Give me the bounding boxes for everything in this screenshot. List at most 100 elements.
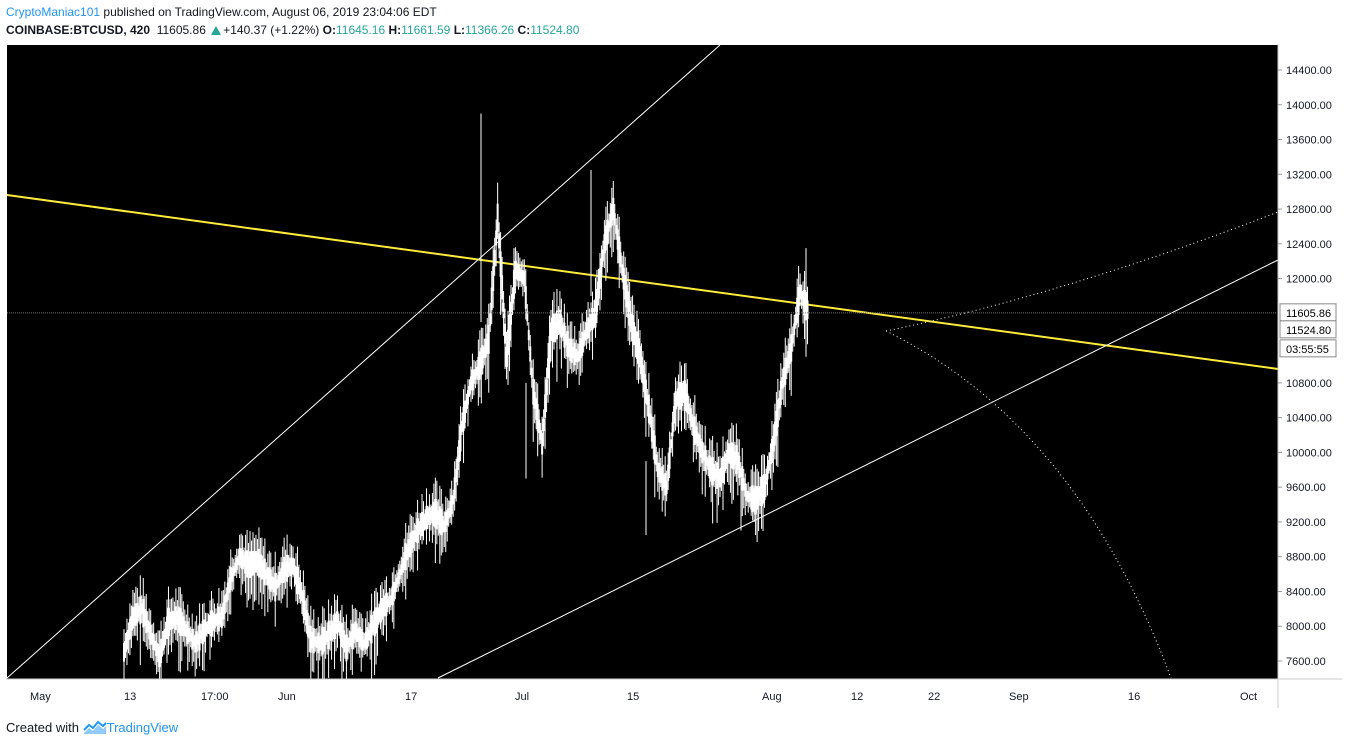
candle-body — [297, 577, 300, 595]
candle-body — [186, 621, 189, 645]
candle-body — [146, 620, 149, 633]
candle-body — [530, 367, 533, 378]
candle-body — [294, 566, 297, 585]
candle-body — [225, 593, 228, 603]
candle-body — [552, 313, 555, 343]
price-tick-label: 8000.00 — [1286, 621, 1326, 633]
candle-body — [449, 500, 452, 518]
price-tick-label: 8400.00 — [1286, 586, 1326, 598]
ascending-support-line[interactable] — [437, 259, 1279, 679]
candle-body — [800, 291, 803, 300]
candle-body — [366, 627, 369, 649]
chart-area[interactable]: 14400.00 14000.00 13600.00 13200.00 12800.00… — [6, 44, 1342, 708]
candle-body — [647, 394, 650, 424]
candle-body — [336, 611, 339, 633]
candle-body — [416, 518, 419, 543]
candle-body — [271, 576, 274, 590]
candle-body — [157, 643, 160, 663]
candle-body — [762, 475, 765, 504]
steep-trendline[interactable] — [6, 44, 721, 679]
candle-body — [641, 364, 644, 384]
candle-body — [638, 346, 641, 368]
price-tick-label: 13600.00 — [1286, 135, 1332, 147]
candle-body — [653, 435, 656, 464]
candle-body — [590, 314, 593, 330]
projection-lower-curve[interactable] — [885, 330, 1172, 679]
candle-body — [572, 346, 575, 359]
candle-body — [797, 287, 800, 316]
candle-body — [197, 633, 200, 645]
candle-body — [538, 419, 541, 434]
candle-body — [662, 474, 665, 489]
author-link[interactable]: CryptoManiac101 — [6, 5, 101, 19]
candle-body — [274, 572, 277, 602]
candle-body — [418, 522, 421, 535]
candle-body — [595, 288, 598, 315]
candle-body — [286, 554, 289, 582]
candle-body — [671, 422, 674, 437]
descending-trendline[interactable] — [6, 194, 1279, 370]
candle-body — [435, 501, 438, 530]
candle-body — [665, 480, 668, 494]
price-tick-label: 13200.00 — [1286, 169, 1332, 181]
candle-body — [247, 556, 250, 575]
candle-body — [389, 595, 392, 605]
candle-body — [290, 557, 293, 575]
candle-body — [244, 551, 247, 574]
candle-body — [312, 628, 315, 654]
candle-body — [177, 606, 180, 633]
candle-body — [598, 268, 601, 289]
candle-body — [198, 623, 201, 651]
candle-body — [268, 567, 271, 590]
candle-body — [133, 606, 136, 626]
candle-body — [732, 444, 735, 470]
time-tick-label: 16 — [1128, 691, 1140, 703]
price-axis[interactable]: 14400.00 14000.00 13600.00 13200.00 12800.00… — [1278, 65, 1337, 668]
candle-body — [507, 329, 510, 355]
candle-body — [656, 462, 659, 477]
candle-body — [704, 445, 707, 472]
candle-body — [474, 369, 477, 380]
candle-body — [747, 490, 750, 503]
candle-body — [521, 270, 524, 285]
candle-body — [603, 234, 606, 254]
time-axis[interactable]: May 13 17:00 Jun 17 Jul 15 Aug 12 22 Sep 16 Oct — [30, 691, 1257, 703]
candle-body — [630, 311, 633, 333]
candle-body — [787, 351, 790, 369]
countdown-text: 03:55:55 — [1286, 344, 1329, 356]
candle-body — [194, 634, 197, 653]
candle-body — [607, 221, 610, 232]
candle-body — [355, 623, 358, 642]
candle-body — [673, 405, 676, 424]
candle-body — [511, 294, 514, 304]
candle-body — [191, 628, 194, 650]
candle-body — [211, 612, 214, 632]
candle-body — [793, 323, 796, 336]
candle-body — [214, 615, 217, 626]
candle-body — [720, 467, 723, 481]
candle-body — [754, 485, 757, 515]
candle-body — [581, 331, 584, 356]
candle-body — [561, 325, 564, 336]
candle-body — [770, 438, 773, 464]
candle-body — [415, 524, 418, 543]
tradingview-logo-icon[interactable] — [82, 719, 107, 735]
candle-body — [170, 611, 173, 630]
candle-body — [781, 377, 784, 389]
candle-body — [466, 390, 469, 405]
candle-body — [633, 322, 636, 346]
candle-body — [345, 634, 348, 662]
candle-body — [401, 557, 404, 573]
candle-body — [609, 213, 612, 228]
candle-body — [462, 407, 465, 432]
candle-body — [803, 289, 806, 316]
candle-body — [332, 622, 335, 634]
candle-body — [348, 637, 351, 647]
candle-body — [357, 628, 360, 642]
candle-body — [370, 614, 373, 644]
candle-body — [652, 430, 655, 449]
candle-body — [517, 264, 520, 281]
candle-body — [179, 608, 182, 636]
tradingview-brand[interactable]: TradingView — [106, 720, 179, 735]
candle-body — [440, 508, 443, 536]
